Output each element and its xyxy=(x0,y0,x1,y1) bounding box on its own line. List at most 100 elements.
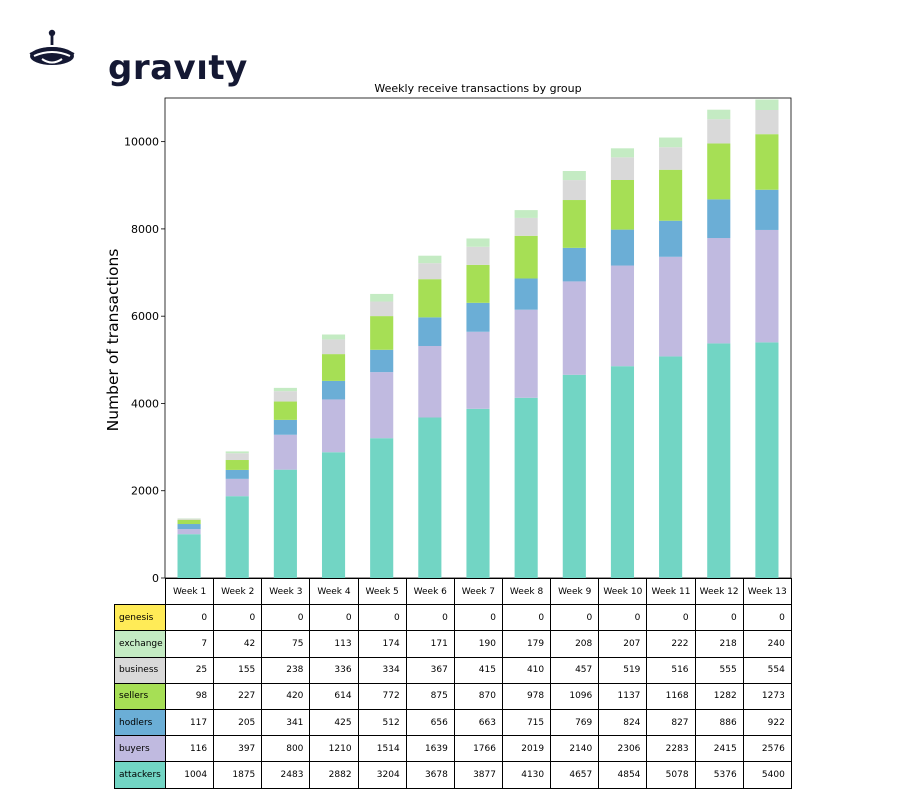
bar-attackers-week-11 xyxy=(659,356,683,578)
table-cell: 715 xyxy=(501,708,552,737)
table-cell: 663 xyxy=(453,708,503,737)
table-cell: 367 xyxy=(405,656,455,684)
bar-buyers-week-9 xyxy=(562,281,586,375)
table-column-header: Week 5 xyxy=(357,577,407,606)
table-cell: 3877 xyxy=(453,761,503,789)
table-cell: 238 xyxy=(261,656,311,684)
table-cell: 75 xyxy=(261,630,311,658)
table-column-header: Week 10 xyxy=(598,577,648,606)
bar-attackers-week-7 xyxy=(466,408,490,578)
bar-attackers-week-9 xyxy=(562,374,586,578)
bar-sellers-week-3 xyxy=(273,401,297,420)
bar-business-week-6 xyxy=(418,263,442,280)
bar-buyers-week-11 xyxy=(659,256,683,357)
table-cell: 772 xyxy=(357,682,407,710)
table-cell: 341 xyxy=(261,708,311,737)
table-cell: 512 xyxy=(357,708,407,737)
y-tick-label: 8000 xyxy=(131,223,159,236)
table-cell: 0 xyxy=(405,604,455,632)
y-tick-label: 10000 xyxy=(124,136,159,149)
bar-exchange-week-13 xyxy=(755,99,779,110)
table-cell: 554 xyxy=(742,656,792,684)
bar-exchange-week-8 xyxy=(514,210,538,218)
table-cell: 0 xyxy=(550,604,600,632)
table-cell: 171 xyxy=(405,630,455,658)
bar-attackers-week-3 xyxy=(273,469,297,578)
table-cell: 2283 xyxy=(646,735,696,763)
table-cell: 0 xyxy=(501,604,552,632)
bar-business-week-8 xyxy=(514,217,538,236)
bar-buyers-week-13 xyxy=(755,229,779,343)
table-cell: 25 xyxy=(164,656,215,684)
table-cell: 2576 xyxy=(742,735,792,763)
table-column-header: Week 7 xyxy=(453,577,503,606)
table-row: attackers 1004 1875 2483 2882 3204 3678 3877 413… xyxy=(114,761,792,789)
bar-attackers-week-1 xyxy=(177,534,201,578)
table-row: hodlers 117 205 341 425 512 656 663 715 769 824 827… xyxy=(114,708,792,737)
table-cell: 222 xyxy=(646,630,696,658)
bar-business-week-11 xyxy=(659,147,683,170)
bar-buyers-week-5 xyxy=(370,372,394,439)
table-cell: 0 xyxy=(453,604,503,632)
bar-business-week-2 xyxy=(225,453,249,461)
table-cell: 870 xyxy=(453,682,503,710)
table-cell: 519 xyxy=(598,656,648,684)
bar-exchange-week-3 xyxy=(273,387,297,392)
bar-buyers-week-10 xyxy=(610,265,635,367)
table-cell: 1282 xyxy=(694,682,744,710)
table-cell: 824 xyxy=(598,708,648,737)
bar-sellers-week-9 xyxy=(562,200,586,248)
table-cell: 1273 xyxy=(742,682,792,710)
bar-exchange-week-4 xyxy=(321,334,346,340)
bar-exchange-week-12 xyxy=(707,109,731,120)
table-cell: 3678 xyxy=(405,761,455,789)
table-cell: 190 xyxy=(453,630,503,658)
bar-buyers-week-6 xyxy=(418,345,442,418)
table-cell: 978 xyxy=(501,682,552,710)
table-column-header: Week 2 xyxy=(213,577,263,606)
table-column-header: Week 12 xyxy=(694,577,744,606)
gravity-logo-icon xyxy=(29,29,75,65)
bar-exchange-week-6 xyxy=(418,255,442,264)
bar-attackers-week-12 xyxy=(707,343,731,578)
table-column-header: Week 8 xyxy=(501,577,552,606)
table-column-header: Week 4 xyxy=(309,577,359,606)
bar-hodlers-week-13 xyxy=(755,189,779,230)
table-cell: 614 xyxy=(309,682,359,710)
y-tick-label: 0 xyxy=(152,572,159,585)
table-cell: 1210 xyxy=(309,735,359,763)
table-row-label: genesis xyxy=(114,604,166,632)
bar-buyers-week-8 xyxy=(514,309,538,398)
y-tick-label: 2000 xyxy=(131,485,159,498)
bar-exchange-week-10 xyxy=(610,148,635,158)
bar-attackers-week-8 xyxy=(514,397,538,578)
table-column-header: Week 13 xyxy=(742,577,792,606)
bar-exchange-week-7 xyxy=(466,238,490,247)
table-cell: 1766 xyxy=(453,735,503,763)
table-cell: 2483 xyxy=(261,761,311,789)
bar-hodlers-week-2 xyxy=(225,469,249,479)
bar-sellers-week-4 xyxy=(321,354,346,381)
bar-hodlers-week-8 xyxy=(514,278,538,310)
table-cell: 1096 xyxy=(550,682,600,710)
bar-business-week-7 xyxy=(466,246,490,265)
bar-sellers-week-5 xyxy=(370,316,394,350)
table-cell: 457 xyxy=(550,656,600,684)
bar-sellers-week-13 xyxy=(755,134,779,190)
table-cell: 656 xyxy=(405,708,455,737)
table-cell: 2882 xyxy=(309,761,359,789)
bar-business-week-10 xyxy=(610,157,635,180)
table-row: exchange 7 42 75 113 174 171 190 179 208 207 222 218… xyxy=(114,630,792,658)
bar-business-week-9 xyxy=(562,180,586,201)
bar-buyers-week-2 xyxy=(225,478,249,497)
bar-sellers-week-12 xyxy=(707,143,731,200)
table-cell: 0 xyxy=(213,604,263,632)
bar-exchange-week-5 xyxy=(370,293,394,302)
bar-attackers-week-6 xyxy=(418,417,442,578)
bar-business-week-13 xyxy=(755,110,779,135)
bar-attackers-week-10 xyxy=(610,366,635,578)
table-cell: 1137 xyxy=(598,682,648,710)
bar-hodlers-week-7 xyxy=(466,302,490,332)
bar-sellers-week-1 xyxy=(177,519,201,525)
y-tick-label: 4000 xyxy=(131,397,159,410)
